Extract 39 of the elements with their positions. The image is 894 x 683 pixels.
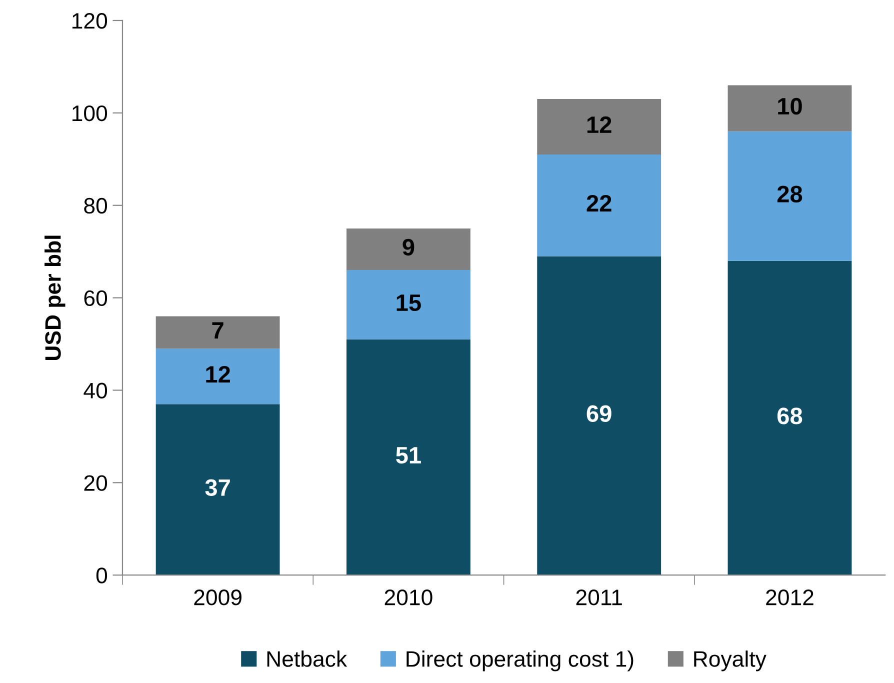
legend-label: Netback xyxy=(267,650,348,667)
data-label: 51 xyxy=(396,447,421,464)
data-label: 9 xyxy=(402,238,414,256)
bar xyxy=(537,154,662,256)
x-tick-label: 2012 xyxy=(766,590,814,606)
y-tick-label: 120 xyxy=(72,13,108,29)
bar xyxy=(728,85,852,132)
data-label: 7 xyxy=(212,322,224,339)
bar xyxy=(728,131,852,261)
bar xyxy=(156,348,280,404)
bar xyxy=(346,228,470,270)
data-label: 37 xyxy=(205,479,230,496)
x-tick-label: 2010 xyxy=(384,590,432,606)
y-tick-label: 60 xyxy=(84,290,108,306)
data-label: 12 xyxy=(206,366,230,382)
data-label: 12 xyxy=(587,116,612,133)
data-label: 15 xyxy=(396,294,421,312)
y-tick-label: 80 xyxy=(84,198,108,214)
x-tick-label: 2011 xyxy=(576,590,622,606)
legend-label: Royalty xyxy=(694,650,766,672)
bar xyxy=(537,256,662,576)
bar xyxy=(537,99,662,155)
bar xyxy=(346,339,470,576)
data-label: 68 xyxy=(777,408,802,424)
y-axis-title: USD per bbl xyxy=(44,236,66,360)
data-label: 28 xyxy=(777,186,802,202)
bar xyxy=(346,270,470,340)
y-tick-label: 20 xyxy=(84,475,108,491)
bar xyxy=(728,260,852,576)
bar xyxy=(156,316,280,349)
legend-label: Direct operating cost 1) xyxy=(406,650,634,672)
x-tick-label: 2009 xyxy=(194,590,242,606)
data-label: 10 xyxy=(778,98,802,115)
y-tick-label: 0 xyxy=(96,568,108,584)
y-tick-label: 100 xyxy=(72,105,108,122)
bar xyxy=(156,404,280,576)
y-tick-label: 40 xyxy=(84,382,108,398)
data-label: 22 xyxy=(586,194,612,212)
data-label: 69 xyxy=(586,405,612,422)
